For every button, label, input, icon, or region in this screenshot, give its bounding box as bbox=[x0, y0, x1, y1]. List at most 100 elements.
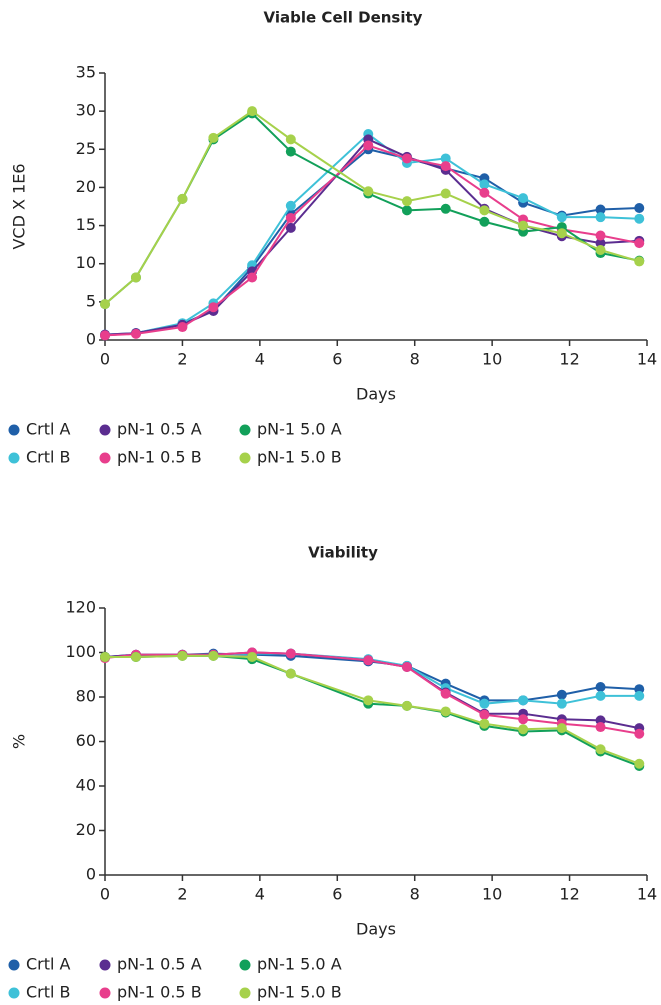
data-point bbox=[556, 212, 567, 223]
legend-label: pN-1 5.0 A bbox=[257, 420, 342, 439]
legend-marker bbox=[8, 424, 20, 436]
data-point bbox=[479, 718, 490, 729]
x-tick-label: 8 bbox=[410, 885, 420, 904]
legend-label: Crtl A bbox=[26, 420, 71, 439]
legend-label: pN-1 5.0 B bbox=[257, 983, 342, 1002]
legend-marker bbox=[239, 424, 251, 436]
y-tick-label: 80 bbox=[76, 687, 96, 706]
data-point bbox=[634, 256, 645, 267]
x-tick-label: 10 bbox=[482, 350, 502, 369]
x-axis-label: Days bbox=[356, 385, 396, 404]
legend-label: pN-1 0.5 A bbox=[117, 420, 202, 439]
legend-label: Crtl B bbox=[26, 983, 71, 1002]
x-tick-label: 6 bbox=[332, 350, 342, 369]
series-line bbox=[104, 138, 640, 336]
data-point bbox=[285, 200, 296, 211]
data-point bbox=[130, 328, 141, 339]
data-point bbox=[634, 690, 645, 701]
chart-title: Viable Cell Density bbox=[264, 9, 423, 27]
legend-label: pN-1 0.5 B bbox=[117, 983, 202, 1002]
data-point bbox=[595, 744, 606, 755]
data-point bbox=[285, 212, 296, 223]
legend-label: Crtl B bbox=[26, 448, 71, 467]
x-axis-label: Days bbox=[356, 920, 396, 939]
legend-marker bbox=[99, 987, 111, 999]
data-point bbox=[479, 205, 490, 216]
data-point bbox=[634, 758, 645, 769]
data-point bbox=[285, 222, 296, 233]
x-tick-label: 14 bbox=[637, 885, 657, 904]
legend-marker bbox=[8, 959, 20, 971]
data-point bbox=[518, 714, 529, 725]
data-point bbox=[247, 272, 258, 283]
data-point bbox=[177, 193, 188, 204]
data-point bbox=[130, 651, 141, 662]
data-point bbox=[130, 272, 141, 283]
data-point bbox=[556, 723, 567, 734]
y-tick-label: 5 bbox=[86, 291, 96, 310]
legend-marker bbox=[239, 452, 251, 464]
data-point bbox=[401, 700, 412, 711]
x-tick-label: 8 bbox=[410, 350, 420, 369]
data-point bbox=[518, 193, 529, 204]
data-point bbox=[556, 698, 567, 709]
y-tick-label: 30 bbox=[76, 101, 96, 120]
data-point bbox=[401, 196, 412, 207]
data-point bbox=[285, 668, 296, 679]
data-point bbox=[401, 661, 412, 672]
legend-label: Crtl A bbox=[26, 955, 71, 974]
x-tick-label: 10 bbox=[482, 885, 502, 904]
data-point bbox=[479, 187, 490, 198]
data-point bbox=[518, 724, 529, 735]
legend-label: pN-1 0.5 B bbox=[117, 448, 202, 467]
data-point bbox=[634, 213, 645, 224]
legend-label: pN-1 5.0 B bbox=[257, 448, 342, 467]
data-point bbox=[595, 244, 606, 255]
series-line bbox=[105, 654, 640, 767]
x-tick-label: 14 bbox=[637, 350, 657, 369]
series-line bbox=[104, 148, 640, 337]
legend-label: pN-1 5.0 A bbox=[257, 955, 342, 974]
data-point bbox=[440, 188, 451, 199]
data-point bbox=[518, 220, 529, 231]
data-point bbox=[595, 204, 606, 215]
data-point bbox=[247, 106, 258, 117]
data-point bbox=[440, 706, 451, 717]
data-point bbox=[595, 230, 606, 241]
data-point bbox=[177, 650, 188, 661]
data-point bbox=[556, 228, 567, 239]
data-point bbox=[177, 322, 188, 333]
data-point bbox=[208, 650, 219, 661]
series-line bbox=[104, 109, 640, 305]
data-point bbox=[595, 212, 606, 223]
data-point bbox=[595, 681, 606, 692]
data-point bbox=[401, 205, 412, 216]
data-point bbox=[595, 690, 606, 701]
legend-marker bbox=[8, 452, 20, 464]
data-point bbox=[363, 186, 374, 197]
data-point bbox=[285, 134, 296, 145]
y-axis-label: VCD X 1E6 bbox=[10, 163, 29, 249]
y-tick-label: 15 bbox=[76, 215, 96, 234]
y-tick-label: 120 bbox=[65, 598, 96, 617]
legend-label: pN-1 0.5 A bbox=[117, 955, 202, 974]
legend-marker bbox=[99, 452, 111, 464]
series-line bbox=[104, 651, 640, 735]
data-point bbox=[556, 689, 567, 700]
data-point bbox=[285, 146, 296, 157]
data-point bbox=[595, 722, 606, 733]
y-tick-label: 0 bbox=[86, 865, 96, 884]
data-point bbox=[440, 161, 451, 172]
x-tick-label: 6 bbox=[332, 885, 342, 904]
data-point bbox=[440, 153, 451, 164]
y-tick-label: 25 bbox=[76, 139, 96, 158]
data-point bbox=[479, 709, 490, 720]
x-tick-label: 2 bbox=[177, 350, 187, 369]
legend-marker bbox=[239, 987, 251, 999]
legend-marker bbox=[99, 424, 111, 436]
y-tick-label: 35 bbox=[76, 63, 96, 82]
x-tick-label: 12 bbox=[559, 350, 579, 369]
data-point bbox=[479, 698, 490, 709]
legend-marker bbox=[239, 959, 251, 971]
